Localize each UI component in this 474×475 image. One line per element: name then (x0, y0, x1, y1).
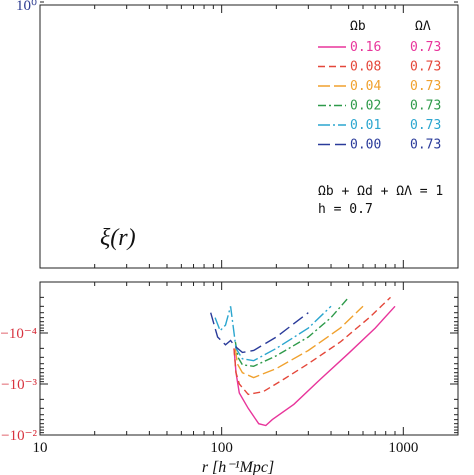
bottom-panel-frame (39, 281, 459, 436)
legend-omega-b: 0.00 (350, 138, 381, 153)
panel-label: ξ(r) (100, 225, 136, 251)
legend-omega-lambda: 0.73 (410, 99, 441, 114)
series-omega-b-008-bottom (233, 296, 391, 396)
legend-omega-lambda: 0.73 (410, 138, 441, 153)
y-tick-label: −10⁻² (1, 428, 37, 444)
y-tick-label: −10⁻³ (1, 377, 37, 393)
y-tick-label: −10⁻⁴ (0, 326, 37, 342)
top-panel-frame (39, 4, 459, 269)
axis-ticks: 10100100010⁰10⁻¹10⁻²10⁻³10⁻⁴−10⁻⁴−10⁻³−1… (0, 0, 459, 456)
series-omega-b-000-bottom (210, 312, 309, 354)
legend-omega-b: 0.02 (350, 99, 381, 114)
x-tick-label: 10 (33, 440, 48, 456)
series-curves (210, 296, 396, 427)
legend-header-omega-lambda: ΩΛ (415, 19, 431, 34)
series-omega-b-001-bottom (214, 305, 332, 362)
y-tick-label: 10⁰ (16, 0, 37, 14)
legend-header-omega-b: Ωb (350, 19, 366, 34)
top-panel (39, 4, 459, 269)
bottom-panel (39, 281, 459, 436)
legend-omega-lambda: 0.73 (410, 40, 441, 55)
legend-omega-b: 0.01 (350, 118, 381, 133)
legend-omega-lambda: 0.73 (410, 118, 441, 133)
x-tick-label: 100 (210, 440, 233, 456)
legend-omega-b: 0.16 (350, 40, 381, 55)
x-axis-label: r [h⁻¹Mpc] (202, 459, 274, 475)
series-omega-b-002-bottom (234, 296, 350, 368)
x-tick-label: 1000 (388, 440, 418, 456)
legend: 0.16 0.73 0.08 0.73 0.04 0.73 0.02 0.73 0.01 0.73… (318, 40, 441, 153)
legend-omega-lambda: 0.73 (410, 60, 441, 75)
legend-omega-b: 0.08 (350, 60, 381, 75)
series-omega-b-004-bottom (234, 305, 364, 379)
note-line-2: h = 0.7 (318, 202, 373, 217)
legend-omega-b: 0.04 (350, 79, 381, 94)
legend-omega-lambda: 0.73 (410, 79, 441, 94)
note-line-1: Ωb + Ωd + ΩΛ = 1 (318, 184, 443, 199)
series-omega-b-016-bottom (233, 305, 396, 427)
